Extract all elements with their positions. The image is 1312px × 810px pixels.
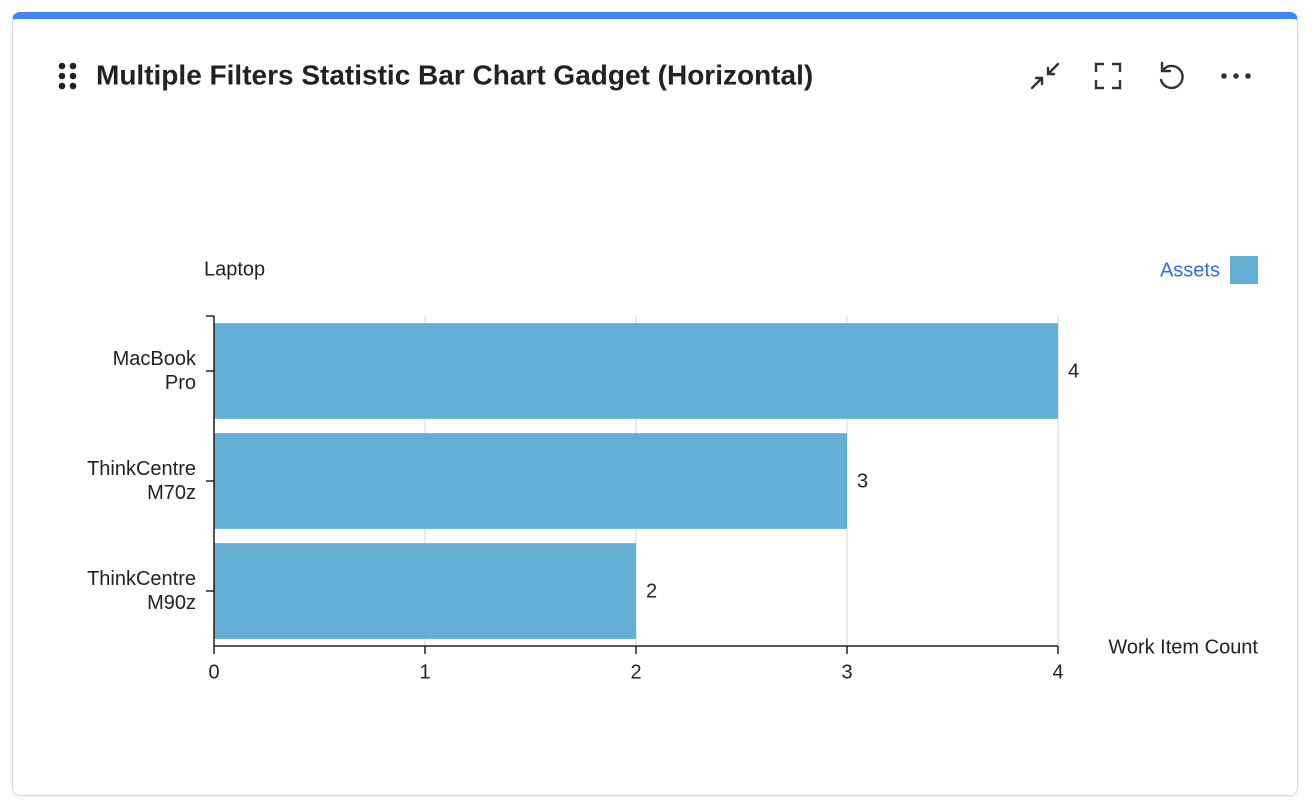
y-tick-label: ThinkCentre M70z xyxy=(87,458,196,504)
bar xyxy=(214,543,636,639)
x-tick-label: 4 xyxy=(1052,661,1063,683)
gadget-title: Multiple Filters Statistic Bar Chart Gad… xyxy=(96,59,813,90)
y-tick-label: ThinkCentre M90z xyxy=(87,568,196,614)
y-tick-label: MacBook Pro xyxy=(112,348,196,394)
minimize-button[interactable] xyxy=(1030,62,1060,90)
x-tick-label: 1 xyxy=(419,661,430,683)
legend-label[interactable]: Assets xyxy=(1160,259,1220,281)
value-label: 2 xyxy=(646,580,657,602)
value-label: 4 xyxy=(1068,360,1079,382)
legend-swatch xyxy=(1230,256,1258,284)
value-label: 3 xyxy=(857,470,868,492)
x-tick-label: 3 xyxy=(841,661,852,683)
fullscreen-button[interactable] xyxy=(1094,62,1122,90)
x-tick-label: 2 xyxy=(630,661,641,683)
drag-handle[interactable] xyxy=(58,62,77,90)
x-tick-label: 0 xyxy=(208,661,219,683)
x-axis-label: Work Item Count xyxy=(1108,636,1258,658)
gadget-card xyxy=(12,12,1298,796)
bar xyxy=(214,323,1058,419)
more-button[interactable] xyxy=(1221,73,1251,79)
bar xyxy=(214,433,847,529)
refresh-button[interactable] xyxy=(1159,61,1184,90)
y-axis-label: Laptop xyxy=(204,258,265,280)
